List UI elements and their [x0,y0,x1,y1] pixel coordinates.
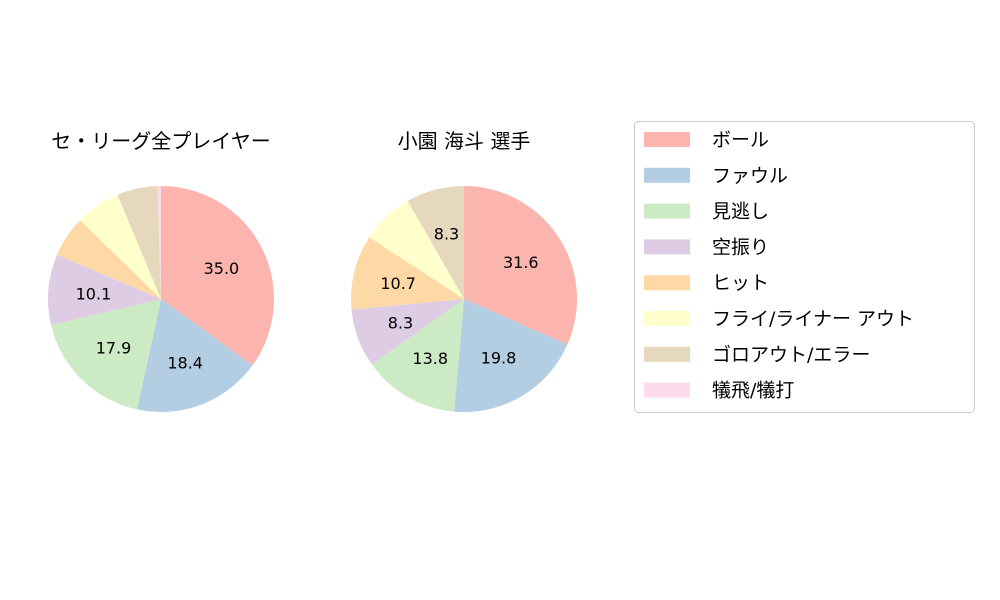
data-label: 35.0 [204,259,240,278]
data-label: 31.6 [503,253,539,272]
legend-frame [634,121,975,413]
legend-label: 見逃し [712,201,769,223]
legend-label: ファウル [712,165,788,187]
legend-swatch [644,275,690,291]
chart-title-left: セ・リーグ全プレイヤー [51,129,270,153]
pie-slice-left-6 [117,186,161,299]
pie-slice-left-4 [57,220,161,299]
legend-swatch [644,311,690,326]
pie-slice-left-1 [137,299,253,413]
pie-slice-right-1 [454,299,568,412]
legend-label: 空振り [712,236,769,258]
legend-label: 犠飛/犠打 [712,380,794,402]
pie-slice-right-0 [464,186,577,345]
pie-slice-left-3 [47,254,161,326]
chart-title-right: 小園 海斗 選手 [398,129,531,153]
data-label: 17.9 [96,338,132,357]
legend-swatch [644,346,690,362]
legend-label: ボール [712,129,769,151]
legend-swatch [644,132,690,147]
data-label: 19.8 [481,348,517,367]
pie-slice-right-4 [351,237,464,310]
data-label: 10.1 [76,284,112,303]
pie-slice-left-2 [51,299,161,410]
data-label: 18.4 [167,353,203,372]
legend-swatch [644,382,690,398]
data-label: 13.8 [412,349,448,368]
data-label: 8.3 [388,314,413,333]
legend-swatch [644,203,690,219]
legend-label: ヒット [712,272,769,294]
pie-slice-right-6 [407,186,464,299]
pie-slice-left-5 [80,194,161,299]
pie-slice-right-5 [369,201,464,299]
pie-slice-right-3 [351,299,464,365]
legend-swatch [644,239,690,255]
legend-label: ゴロアウト/エラー [712,344,870,366]
legend-label: フライ/ライナー アウト [712,308,914,330]
pie-slice-left-0 [161,186,274,366]
data-label: 8.3 [434,224,459,243]
pie-slice-right-2 [371,299,464,412]
pie-slice-left-7 [157,186,161,299]
data-label: 10.7 [380,274,416,293]
legend-swatch [644,167,690,183]
